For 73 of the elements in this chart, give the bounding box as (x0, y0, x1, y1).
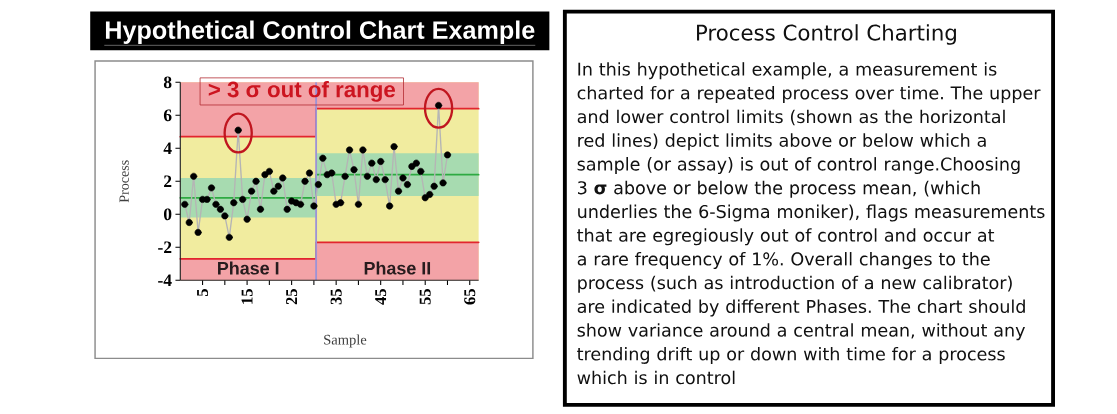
point (181, 201, 189, 209)
point (190, 173, 198, 180)
x-tick-label: 5 (197, 289, 209, 297)
point (341, 173, 349, 180)
point (248, 187, 256, 195)
point (310, 202, 318, 210)
point (319, 154, 327, 162)
point (314, 181, 322, 189)
point (359, 146, 367, 154)
point (234, 126, 242, 134)
y-tick-label: 6 (163, 109, 172, 122)
point (350, 166, 358, 174)
point (297, 201, 305, 209)
point (377, 158, 385, 166)
point (243, 215, 251, 223)
text: Process Control Charting (697, 24, 956, 46)
x-tick-label: 15 (241, 289, 253, 304)
point (346, 146, 353, 154)
y-tick-label: 0 (163, 208, 172, 221)
point (216, 206, 224, 213)
point (212, 201, 220, 209)
band-label: Phase I (218, 261, 279, 275)
x-tick-label: 45 (375, 289, 387, 305)
point (239, 196, 247, 204)
x-tick-label: 55 (419, 289, 431, 305)
x-tick-label: 65 (464, 289, 476, 305)
text: In this hypothetical example, a measurement is charted for a repeated process over time. The upper and lower control limits (shown as the horizontal red lines) depict limits above or below which a sample (or assay) is out of control range.Choosing 3 σ above or below the process mean, (which underlies the 6-Sigma moniker), flags measurements that are egregiously out of control and occur at a rare frequency of 1%. Overall changes to the process (such as introduction of a new calibrator) are indicated by different Phases. The chart should show variance around a central mean, without any trending drift up or down with time for a process which is in control (577, 62, 1045, 385)
point (354, 201, 362, 209)
point (265, 168, 273, 176)
point (185, 219, 193, 227)
point (230, 199, 238, 207)
point (381, 176, 389, 184)
y-tick-label: 8 (163, 76, 172, 89)
point (430, 182, 438, 190)
point (403, 181, 411, 189)
point (301, 177, 309, 185)
point (305, 169, 313, 177)
point (386, 202, 394, 210)
point (270, 187, 278, 195)
point (203, 196, 211, 204)
point (207, 184, 215, 192)
y-tick-label: 4 (163, 142, 172, 155)
x-tick-label: 35 (330, 289, 342, 305)
point (417, 168, 425, 176)
point (221, 212, 229, 220)
x-axis-title: Sample (324, 334, 367, 348)
point (372, 176, 380, 184)
point (399, 174, 407, 182)
y-tick-label: 2 (164, 175, 172, 188)
point (363, 173, 371, 180)
point (390, 143, 398, 151)
point (279, 174, 287, 182)
y-tick-label: -4 (158, 274, 172, 287)
point (412, 159, 420, 167)
point (439, 179, 447, 187)
point (274, 182, 282, 190)
point (368, 159, 376, 167)
y-tick-label: -2 (158, 241, 172, 254)
point (435, 102, 443, 110)
point (225, 234, 233, 242)
point (252, 177, 260, 185)
point (283, 206, 291, 213)
point (395, 187, 402, 195)
point (194, 229, 202, 237)
y-axis-title: Process (119, 160, 129, 203)
point (328, 169, 336, 177)
band-label: Phase II (364, 261, 431, 275)
point (256, 206, 264, 213)
chart-title: Hypothetical Control Chart Example (105, 20, 535, 45)
point (443, 151, 451, 159)
point (426, 191, 434, 199)
point (337, 199, 345, 207)
x-tick-label: 25 (286, 289, 298, 305)
